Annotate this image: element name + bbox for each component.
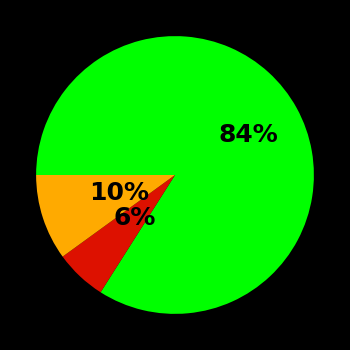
Text: 6%: 6% bbox=[114, 205, 156, 230]
Wedge shape bbox=[63, 175, 175, 292]
Text: 84%: 84% bbox=[218, 123, 278, 147]
Wedge shape bbox=[36, 175, 175, 257]
Wedge shape bbox=[36, 36, 314, 314]
Text: 10%: 10% bbox=[90, 181, 149, 205]
